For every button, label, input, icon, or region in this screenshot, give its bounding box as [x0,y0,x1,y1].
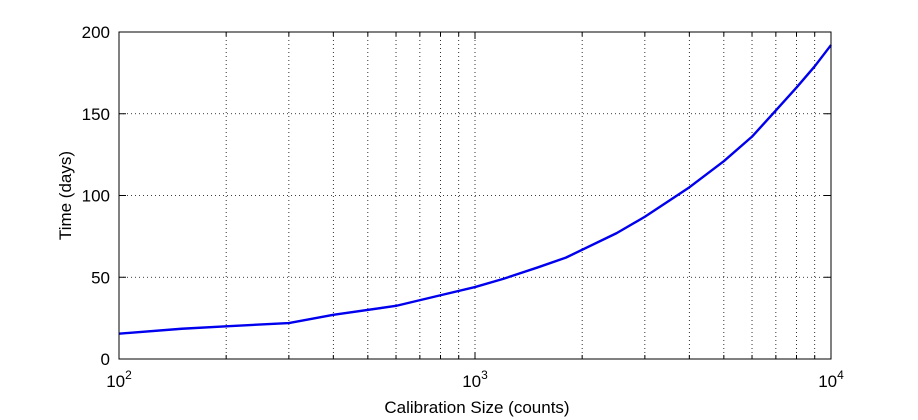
y-tick-label: 150 [82,105,110,124]
y-tick-label: 100 [82,187,110,206]
axis-ticks [118,31,832,360]
x-axis-label: Calibration Size (counts) [384,398,569,417]
grid-lines [119,32,831,359]
y-tick-label: 0 [101,350,110,369]
y-tick-label: 50 [91,268,110,287]
tick-labels: 0 50 100 150 200 102 103 104 [82,23,844,391]
x-tick-label: 103 [462,368,488,391]
x-tick-label: 102 [106,368,132,391]
y-tick-label: 200 [82,23,110,42]
x-tick-label: 104 [818,368,844,391]
series-line [118,44,832,335]
series-layer [118,44,832,335]
y-axis-label: Time (days) [56,151,75,240]
